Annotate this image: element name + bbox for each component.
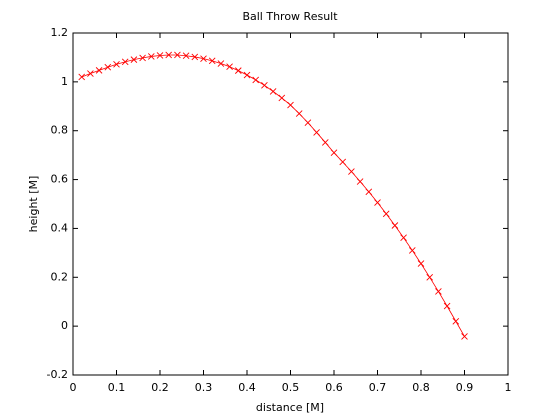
marker bbox=[156, 52, 164, 59]
marker bbox=[339, 158, 347, 166]
marker bbox=[87, 70, 94, 77]
marker bbox=[174, 51, 181, 59]
marker bbox=[139, 54, 146, 62]
x-tick-label: 0.4 bbox=[238, 381, 256, 394]
marker bbox=[104, 63, 112, 71]
marker bbox=[382, 210, 390, 218]
marker bbox=[261, 81, 268, 89]
x-tick-label: 0.6 bbox=[325, 381, 343, 394]
x-tick-label: 0.3 bbox=[195, 381, 213, 394]
marker bbox=[452, 317, 460, 325]
y-tick-label: 0.8 bbox=[51, 124, 69, 137]
plot-box bbox=[72, 32, 509, 376]
marker bbox=[182, 52, 190, 60]
marker bbox=[200, 55, 207, 62]
marker bbox=[304, 119, 312, 126]
marker bbox=[408, 247, 416, 254]
marker bbox=[147, 53, 155, 60]
x-tick-label: 0.5 bbox=[282, 381, 300, 394]
chart-title: Ball Throw Result bbox=[242, 10, 338, 23]
marker bbox=[130, 56, 138, 63]
marker bbox=[313, 129, 320, 136]
y-tick-label: 1 bbox=[61, 75, 68, 88]
x-tick-label: 0.2 bbox=[151, 381, 169, 394]
x-tick-label: 0.7 bbox=[369, 381, 387, 394]
marker bbox=[95, 67, 103, 74]
marker bbox=[191, 53, 199, 61]
marker bbox=[243, 71, 251, 79]
marker bbox=[461, 333, 468, 340]
y-axis-label: height [M] bbox=[27, 176, 40, 233]
marker bbox=[287, 101, 294, 109]
marker bbox=[374, 199, 381, 206]
marker bbox=[269, 88, 277, 95]
y-tick-label: 0.2 bbox=[51, 270, 69, 283]
marker bbox=[121, 58, 129, 66]
y-tick-label: 0 bbox=[61, 319, 68, 332]
x-tick-label: 0 bbox=[70, 381, 77, 394]
x-axis-label: distance [M] bbox=[256, 401, 324, 414]
marker bbox=[165, 51, 173, 59]
marker bbox=[113, 60, 120, 68]
marker bbox=[417, 260, 425, 267]
marker bbox=[365, 188, 373, 196]
marker bbox=[278, 94, 286, 102]
marker bbox=[443, 302, 451, 310]
marker bbox=[217, 60, 225, 67]
marker bbox=[348, 168, 355, 175]
marker bbox=[234, 67, 242, 74]
marker bbox=[295, 110, 303, 117]
y-tick-label: 1.2 bbox=[51, 26, 69, 39]
marker bbox=[208, 57, 216, 65]
marker bbox=[252, 76, 260, 84]
marker bbox=[391, 222, 399, 229]
x-tick-label: 0.8 bbox=[412, 381, 430, 394]
x-tick-label: 0.1 bbox=[108, 381, 126, 394]
marker bbox=[330, 149, 338, 157]
marker bbox=[435, 288, 442, 295]
marker bbox=[356, 178, 364, 185]
marker bbox=[78, 73, 86, 81]
y-tick-label: 0.6 bbox=[51, 173, 69, 186]
marker bbox=[426, 273, 434, 281]
x-tick-label: 0.9 bbox=[456, 381, 474, 394]
y-tick-label: -0.2 bbox=[47, 368, 68, 381]
marker bbox=[321, 139, 329, 146]
x-tick-label: 1 bbox=[505, 381, 512, 394]
marker bbox=[226, 63, 233, 71]
marker bbox=[400, 234, 407, 242]
y-tick-label: 0.4 bbox=[51, 221, 69, 234]
